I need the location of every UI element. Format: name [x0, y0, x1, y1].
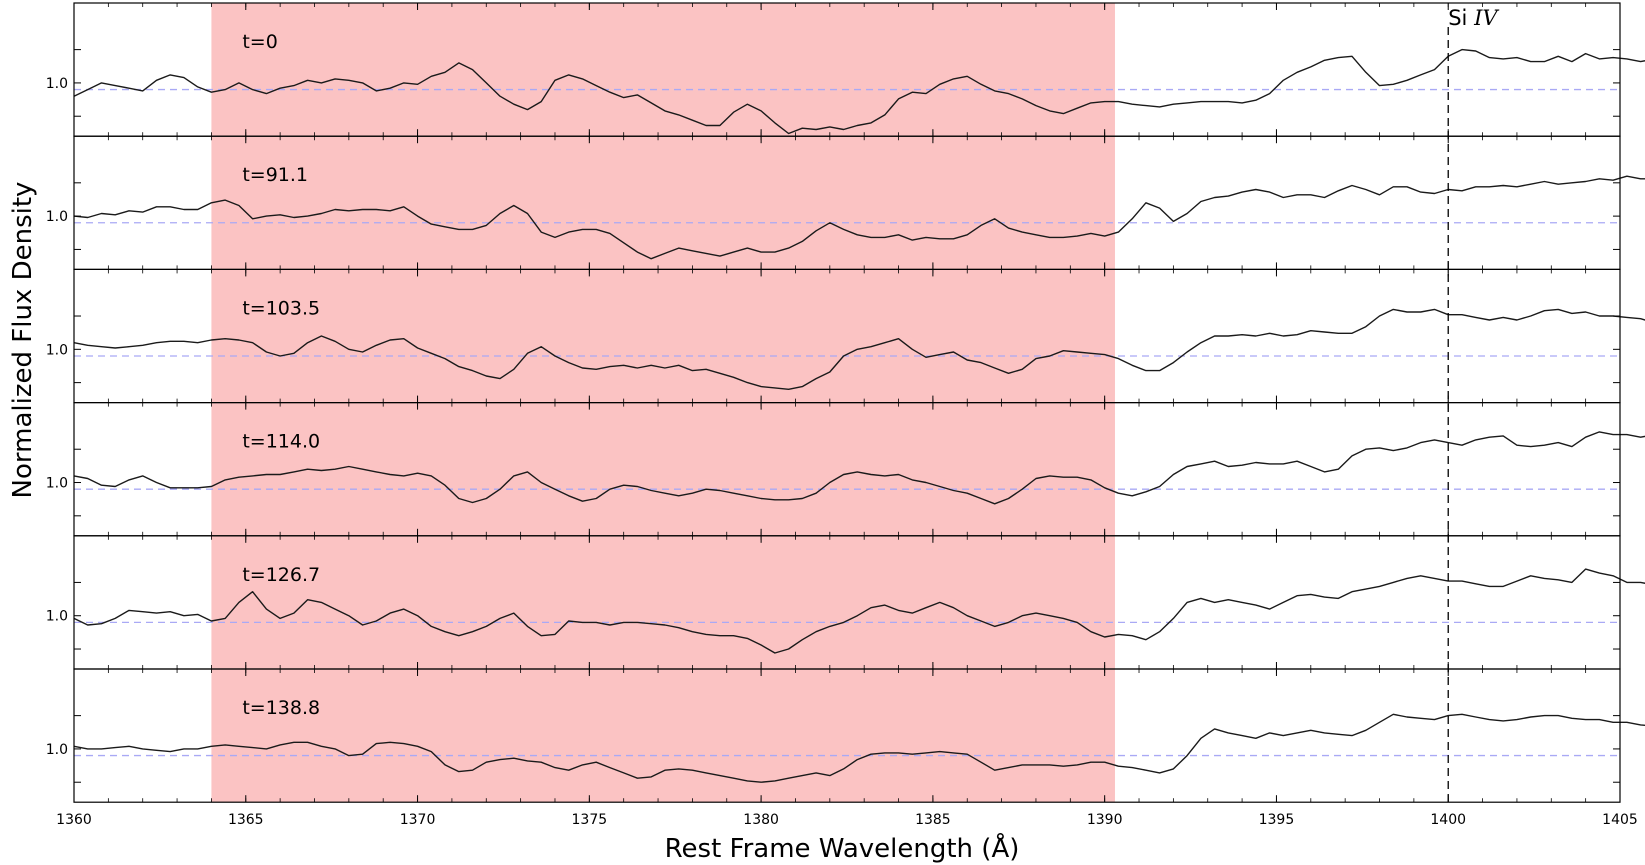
x-tick-label: 1395	[1259, 812, 1295, 828]
si-iv-label: Si IV	[1448, 6, 1499, 30]
panel-3: 1.0 t=103.5	[46, 268, 1645, 404]
x-tick-label: 1375	[572, 812, 608, 828]
spectrum-line	[73, 175, 1645, 260]
y-tick-label: 1.0	[46, 609, 68, 625]
spectrum-line	[73, 568, 1645, 654]
reference-line-layer: Si IV	[1447, 6, 1499, 803]
x-axis-title: Rest Frame Wavelength (Å)	[665, 832, 1020, 864]
panels-layer: 1.0 t=0 1.0 t=91.1 1.0 t=103.5 1.0 t=114.0 1.0 t=…	[46, 2, 1645, 803]
x-tick-label: 1385	[915, 812, 951, 828]
panel-2: 1.0 t=91.1	[46, 135, 1645, 270]
panel-label: t=0	[242, 31, 277, 53]
x-tick-label: 1380	[743, 812, 779, 828]
panel-4: 1.0 t=114.0	[46, 402, 1645, 537]
x-tick-label: 1370	[400, 812, 436, 828]
spectrum-line	[73, 308, 1645, 390]
y-tick-label: 1.0	[46, 476, 68, 492]
x-axis-ticks-layer: 1360 1365 1370 1375 1380 1385 1390 1395 1400 1405	[56, 812, 1638, 828]
panel-6: 1.0 t=138.8	[46, 668, 1645, 803]
y-axis-title: Normalized Flux Density	[8, 182, 38, 499]
panel-label: t=114.0	[242, 431, 320, 453]
y-tick-label: 1.0	[46, 742, 68, 758]
x-tick-label: 1400	[1430, 812, 1466, 828]
spectrum-line	[73, 713, 1645, 783]
x-tick-label: 1390	[1087, 812, 1123, 828]
y-tick-label: 1.0	[46, 342, 68, 358]
panel-label: t=126.7	[242, 564, 320, 586]
y-tick-label: 1.0	[46, 209, 68, 225]
x-tick-label: 1365	[228, 812, 264, 828]
x-tick-label: 1405	[1602, 812, 1638, 828]
spectrum-line	[73, 48, 1645, 135]
panel-label: t=138.8	[242, 697, 320, 719]
panel-label: t=91.1	[242, 164, 308, 186]
x-tick-label: 1360	[56, 812, 92, 828]
spectrum-line	[73, 431, 1645, 505]
panel-frame	[73, 668, 1621, 803]
y-tick-label: 1.0	[46, 76, 68, 92]
panel-label: t=103.5	[242, 297, 320, 319]
